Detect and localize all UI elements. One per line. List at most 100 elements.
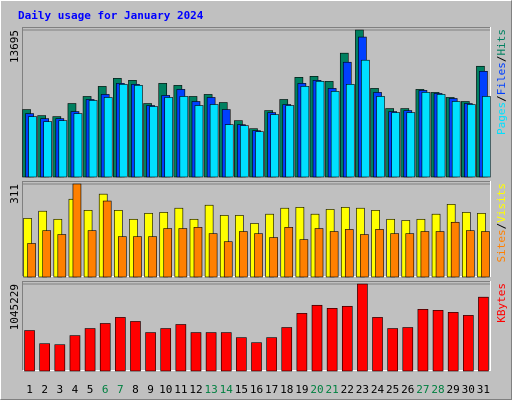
bar (236, 337, 247, 372)
bar (481, 231, 490, 278)
bar (175, 324, 187, 372)
x-tick-label: 27 (416, 383, 429, 396)
bar (115, 317, 126, 372)
bar (270, 114, 279, 178)
bar (326, 308, 338, 372)
bar (375, 229, 384, 278)
x-tick-label: 12 (189, 383, 202, 396)
x-tick-label: 13 (204, 383, 217, 396)
bar (296, 313, 308, 372)
bar (178, 228, 188, 278)
x-tick-label: 15 (235, 383, 248, 396)
x-tick-label: 20 (310, 383, 323, 396)
bar (54, 344, 66, 372)
legend-entry: Files (495, 62, 508, 95)
bar (205, 332, 217, 372)
chart-title: Daily usage for January 2024 (18, 9, 204, 22)
bar (84, 328, 96, 372)
bar (311, 304, 323, 372)
x-tick-label: 8 (132, 383, 139, 396)
bar (417, 309, 429, 372)
bar (376, 96, 385, 178)
bar (357, 283, 368, 372)
bar (436, 94, 446, 178)
panel-border-dark (22, 281, 491, 371)
x-tick-label: 6 (102, 383, 109, 396)
bar (432, 310, 444, 372)
y-tick-label: 13695 (8, 30, 21, 63)
bar (266, 337, 277, 372)
bar (420, 231, 430, 278)
bar (145, 332, 156, 372)
y-tick-label: 311 (8, 184, 21, 204)
bar (149, 106, 158, 178)
bar (190, 332, 202, 372)
bar (160, 328, 172, 372)
bar (58, 120, 68, 178)
bar (466, 230, 475, 278)
x-tick-label: 28 (431, 383, 444, 396)
bar (269, 237, 278, 278)
bar (208, 233, 218, 278)
legend-entry: Sites (495, 229, 508, 262)
bar (330, 91, 340, 178)
legend: Sites/Visits (495, 183, 508, 263)
x-tick-label: 1 (26, 383, 33, 396)
bar (406, 112, 416, 178)
bar (164, 97, 174, 178)
bar (102, 200, 112, 278)
bar (285, 105, 295, 178)
bar (28, 116, 37, 178)
bar (402, 327, 414, 372)
bar (341, 305, 353, 372)
bar (88, 100, 98, 178)
bar (193, 227, 203, 278)
bar (73, 113, 83, 178)
bar (72, 183, 82, 278)
x-tick-label: 19 (295, 383, 308, 396)
bar (447, 312, 459, 372)
legend-entry: Visits (495, 183, 508, 223)
bar (57, 234, 67, 278)
bar (179, 96, 189, 178)
bar (387, 328, 398, 372)
bar (360, 234, 369, 278)
bar (39, 343, 50, 372)
bar (463, 315, 474, 372)
bar (254, 233, 263, 278)
x-tick-label: 31 (477, 383, 490, 396)
bar (345, 84, 355, 178)
x-tick-label: 30 (462, 383, 475, 396)
x-tick-label: 5 (87, 383, 94, 396)
bar (194, 105, 204, 178)
bar (27, 243, 36, 278)
bar (299, 239, 309, 278)
bar (391, 112, 400, 178)
bar (281, 327, 293, 372)
x-tick-label: 24 (371, 383, 385, 396)
bar (239, 231, 248, 278)
x-tick-label: 29 (447, 383, 460, 396)
bar (421, 92, 431, 178)
bar (130, 321, 141, 372)
legend: Pages/Files/Hits (495, 29, 508, 135)
legend-entry: Hits (495, 29, 508, 56)
bar (478, 296, 489, 372)
bar (255, 131, 264, 178)
bar (344, 229, 354, 278)
legend-separator: / (495, 56, 508, 63)
bar (315, 81, 325, 178)
x-tick-label: 23 (356, 383, 369, 396)
bar (251, 342, 262, 372)
bar (284, 227, 294, 278)
legend-entry: KBytes (495, 283, 508, 323)
bar (482, 96, 491, 178)
legend-entry: Pages (495, 102, 508, 135)
bar (119, 84, 128, 178)
x-tick-label: 11 (174, 383, 187, 396)
bar (148, 236, 157, 278)
x-tick-label: 22 (341, 383, 354, 396)
bar (133, 236, 142, 278)
